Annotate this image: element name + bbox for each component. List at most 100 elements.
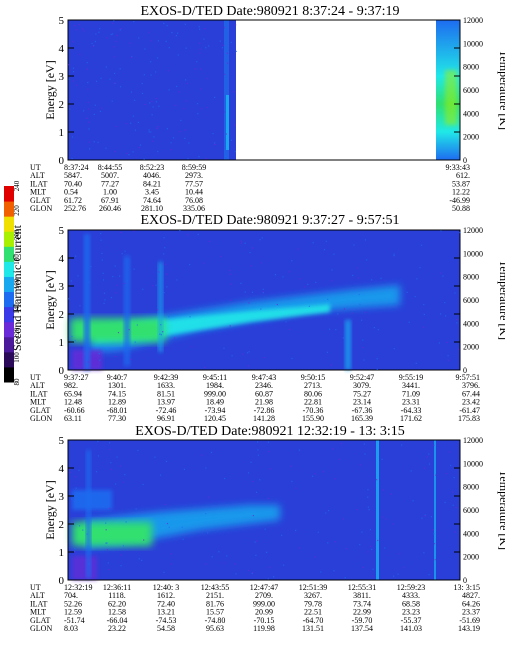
table-row-label: UT <box>30 373 41 382</box>
speckle <box>419 267 421 269</box>
speckle <box>74 24 76 27</box>
speckle <box>342 337 344 339</box>
panel-1-yticks: 0 1 2 3 4 5 <box>59 15 460 167</box>
speckle <box>160 324 162 326</box>
speckle <box>86 533 88 535</box>
panel-3-streak-a <box>86 450 91 578</box>
speckle <box>288 271 290 273</box>
speckle <box>83 30 85 32</box>
speckle <box>165 460 168 463</box>
speckle <box>235 24 237 26</box>
table-cell: 77.57 <box>185 179 203 188</box>
speckle <box>259 238 261 241</box>
speckle <box>119 29 121 31</box>
speckle <box>137 449 139 452</box>
speckle <box>454 292 456 294</box>
speckle <box>260 308 262 310</box>
speckle <box>242 353 244 355</box>
speckle <box>112 22 114 24</box>
panel-2-streak-b <box>124 256 130 366</box>
speckle <box>78 469 80 471</box>
speckle <box>273 576 275 578</box>
speckle <box>102 272 104 274</box>
speckle <box>106 549 109 551</box>
table-cell: 8:37:24 <box>64 163 88 172</box>
speckle <box>79 53 81 56</box>
table-cell: 2346. <box>255 381 273 390</box>
panel-1-orbit-table: UT 8:37:24 8:44:55 8:52:23 8:59:59 9:33:43 ALT… <box>30 163 470 213</box>
speckle <box>144 103 146 106</box>
speckle <box>314 556 316 558</box>
speckle <box>93 113 95 115</box>
table-cell: 131.51 <box>302 624 324 633</box>
speckle <box>116 456 118 458</box>
speckle <box>323 249 326 251</box>
speckle <box>68 64 70 66</box>
speckle <box>188 142 190 144</box>
speckle <box>184 79 187 81</box>
speckle <box>382 489 385 491</box>
speckle <box>123 282 125 285</box>
y2-tick-label: 4000 <box>463 529 479 538</box>
table-cell: 155.90 <box>302 414 324 423</box>
speckle <box>113 20 115 22</box>
speckle <box>107 562 109 564</box>
speckle <box>328 328 331 330</box>
speckle <box>256 540 258 542</box>
panel-1-y2label: Temperature [K] <box>497 50 505 130</box>
speckle <box>163 22 165 25</box>
speckle <box>105 529 107 531</box>
y2-tick-label: 10000 <box>463 249 483 258</box>
colorbar-swatch-1 <box>4 351 14 368</box>
speckle <box>110 462 112 464</box>
speckle <box>103 279 105 281</box>
speckle <box>264 528 266 530</box>
table-cell: 0.54 <box>64 188 78 197</box>
speckle <box>113 82 115 84</box>
speckle <box>257 454 260 456</box>
speckle <box>251 572 253 574</box>
speckle <box>158 271 160 273</box>
table-cell: 77.30 <box>108 414 126 423</box>
speckle <box>311 475 314 477</box>
speckle <box>430 516 432 518</box>
speckle <box>455 506 457 509</box>
table-cell: 9:40:7 <box>107 373 127 382</box>
speckle <box>157 40 160 42</box>
table-cell: -70.15 <box>254 616 275 625</box>
speckle <box>143 158 145 160</box>
speckle <box>72 71 75 73</box>
speckle <box>189 316 191 318</box>
speckle <box>73 80 75 82</box>
table-cell: 65.94 <box>64 389 82 398</box>
speckle <box>170 148 172 151</box>
y2-tick-label: 0 <box>463 156 467 165</box>
speckle <box>126 280 128 282</box>
speckle <box>153 136 155 138</box>
speckle <box>212 132 214 135</box>
speckle <box>157 150 159 153</box>
table-cell: 704. <box>64 591 78 600</box>
speckle <box>457 348 460 350</box>
speckle <box>433 543 436 545</box>
panel-1-streak <box>224 20 229 160</box>
colorbar-tick-label: 240 <box>13 180 21 191</box>
speckle <box>248 569 250 572</box>
speckle <box>133 230 135 232</box>
speckle <box>255 554 257 556</box>
speckle <box>133 21 135 23</box>
speckle <box>115 125 117 128</box>
speckle <box>308 305 310 307</box>
speckle <box>393 575 395 577</box>
speckle <box>185 47 187 49</box>
speckle <box>165 263 167 265</box>
speckle <box>343 308 346 310</box>
speckle <box>142 483 144 486</box>
speckle <box>263 356 265 359</box>
speckle <box>184 129 187 131</box>
panel-2-frame <box>67 229 461 371</box>
speckle <box>447 355 449 357</box>
speckle <box>141 92 144 95</box>
speckle <box>101 107 103 109</box>
speckle <box>221 47 224 49</box>
